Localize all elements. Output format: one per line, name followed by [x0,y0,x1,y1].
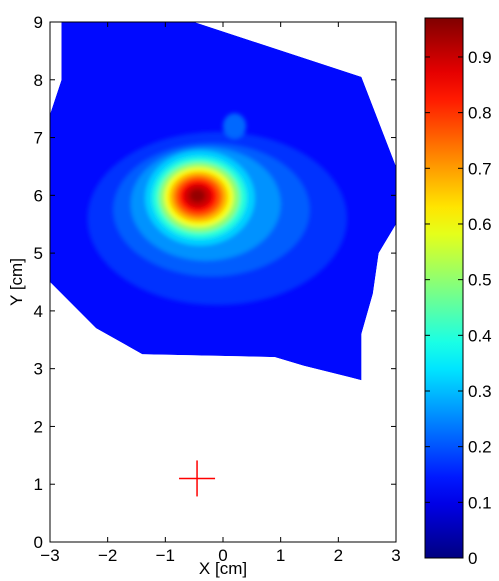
colorbar-gradient [425,18,463,558]
colorbar-tick-label: 0 [468,549,477,568]
contour-levels [87,113,347,306]
colorbar-tick-label: 0.9 [468,48,492,67]
plot-area [49,21,397,543]
colorbar-tick-label: 0.1 [468,493,492,512]
y-tick-label: 0 [34,533,43,552]
colorbar-tick-label: 0.6 [468,215,492,234]
x-axis-title: X [cm] [199,559,247,578]
colorbar: 0 0.1 0.2 0.3 0.4 0.5 0.6 0.7 0.8 0.9 [424,17,492,568]
colorbar-ticks: 0 0.1 0.2 0.3 0.4 0.5 0.6 0.7 0.8 0.9 [425,48,492,568]
x-axis: −3 −2 −1 0 1 2 3 [40,22,401,565]
x-tick-label: 1 [276,546,285,565]
cross-marker [179,460,216,497]
y-tick-label: 3 [34,360,43,379]
x-tick-label: −3 [40,546,59,565]
y-axis-title: Y [cm] [7,258,26,306]
colorbar-tick-label: 0.7 [468,159,492,178]
contour-ring-8 [189,189,206,203]
colorbar-tick-label: 0.8 [468,104,492,123]
x-tick-label: 3 [391,546,400,565]
x-tick-label: 0 [218,546,227,565]
y-tick-label: 9 [34,13,43,32]
x-tick-label: −1 [156,546,175,565]
y-tick-label: 4 [34,302,43,321]
y-tick-label: 7 [34,129,43,148]
contour-secondary-blob [223,113,247,139]
y-axis: 0 1 2 3 4 5 6 7 8 9 [34,13,396,552]
x-tick-label: −2 [98,546,117,565]
y-tick-label: 5 [34,244,43,263]
colorbar-tick-label: 0.5 [468,271,492,290]
x-tick-label: 2 [334,546,343,565]
colorbar-tick-label: 0.3 [468,382,492,401]
y-tick-label: 1 [34,475,43,494]
colorbar-tick-label: 0.2 [468,438,492,457]
y-tick-label: 6 [34,186,43,205]
colorbar-frame [424,17,464,559]
y-tick-label: 8 [34,71,43,90]
colorbar-tick-label: 0.4 [468,326,492,345]
y-tick-label: 2 [34,417,43,436]
